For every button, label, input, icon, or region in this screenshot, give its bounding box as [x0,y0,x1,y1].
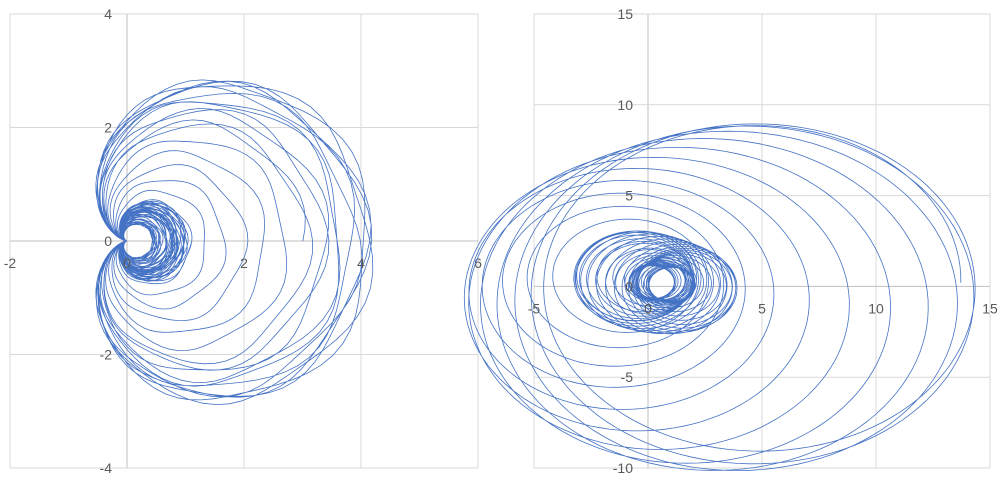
x-tick-label: 0 [123,255,131,271]
y-tick-label: 0 [625,278,633,294]
series-line [463,123,976,471]
x-tick-label: 0 [644,300,652,316]
x-tick-label: 2 [240,255,248,271]
x-tick-label: 10 [868,300,884,316]
y-tick-label: 4 [104,6,112,22]
x-tick-label: 4 [357,255,365,271]
y-tick-label: 2 [104,120,112,136]
tick-labels: -5 0 5 10 15 -10 -5 0 5 10 15 [528,6,998,476]
y-tick-label: -5 [621,369,634,385]
series-line [95,79,374,405]
x-tick-label: 5 [758,300,766,316]
gridlines [533,13,991,469]
x-tick-label: 15 [982,300,998,316]
y-tick-label: -10 [613,460,633,476]
x-tick-label: -2 [4,255,17,271]
y-tick-label: 15 [617,6,633,22]
chart-right: -5 0 5 10 15 -10 -5 0 5 10 15 [463,6,998,476]
tick-labels: -2 0 2 4 6 -4 -2 0 2 4 [4,6,482,476]
x-tick-label: 6 [474,255,482,271]
x-tick-label: -5 [528,300,541,316]
y-tick-label: -2 [100,347,113,363]
y-tick-label: 10 [617,97,633,113]
y-tick-label: -4 [100,460,113,476]
y-tick-label: 0 [104,233,112,249]
y-tick-label: 5 [625,188,633,204]
chart-left: -2 0 2 4 6 -4 -2 0 2 4 [4,6,482,476]
gridlines [9,13,479,469]
